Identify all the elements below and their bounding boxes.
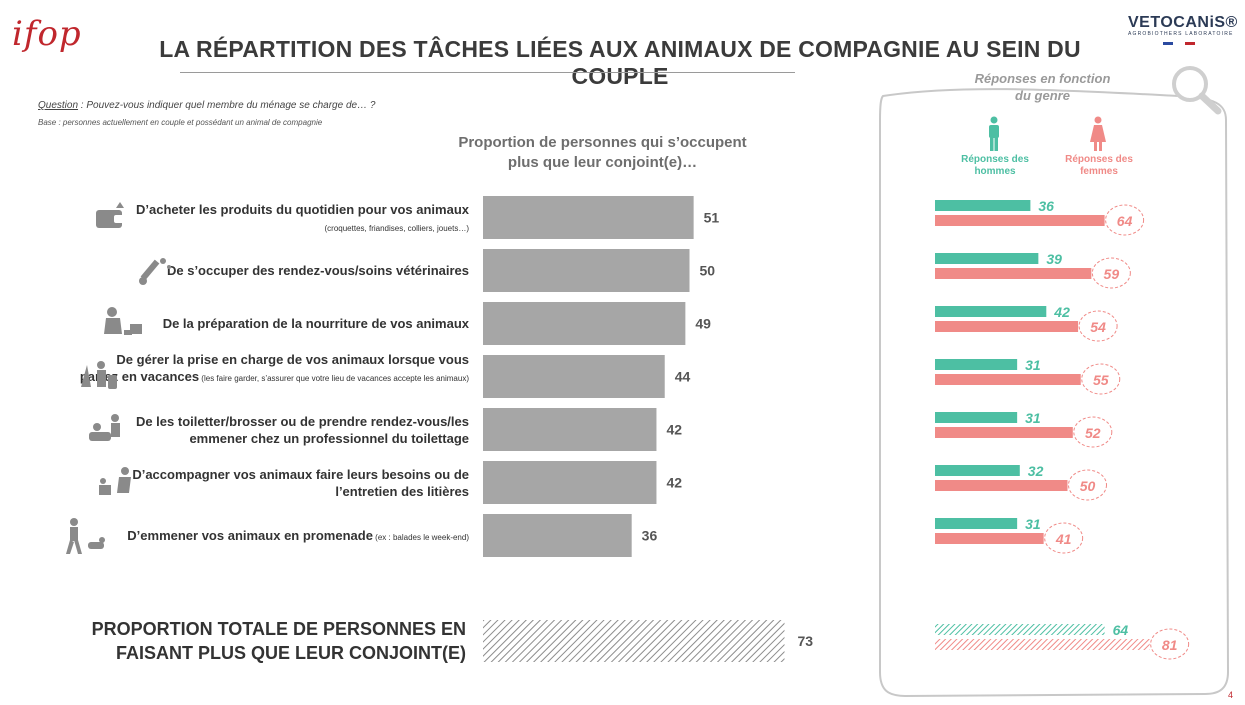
row-label-1: De s’occuper des rendez-vous/soins vétér… xyxy=(167,262,469,279)
women-value-circle-total xyxy=(1151,629,1189,659)
women-value-circle-4 xyxy=(1074,417,1112,447)
women-value-circle-6 xyxy=(1045,523,1083,553)
page-number: 4 xyxy=(1228,690,1233,700)
man-icon xyxy=(986,116,1002,152)
men-value-total: 64 xyxy=(1113,622,1129,638)
bar-value-1: 50 xyxy=(700,263,716,279)
total-label: PROPORTION TOTALE DE PERSONNES EN FAISAN… xyxy=(40,617,466,665)
bar-6 xyxy=(483,514,632,557)
bar-0 xyxy=(483,196,694,239)
bar-3 xyxy=(483,355,665,398)
syringe-paw-icon xyxy=(133,251,177,291)
women-value-2: 54 xyxy=(1090,319,1106,335)
total-bar-value: 73 xyxy=(797,633,813,649)
row-label-6: D’emmener vos animaux en promenade (ex :… xyxy=(127,527,469,546)
bar-4 xyxy=(483,408,656,451)
men-value-0: 36 xyxy=(1038,198,1054,214)
women-bar-3 xyxy=(935,374,1081,385)
women-bar-6 xyxy=(935,533,1044,544)
women-bar-4 xyxy=(935,427,1073,438)
litter-icon xyxy=(95,463,139,503)
women-value-4: 52 xyxy=(1085,425,1101,441)
side-panel-title: Réponses en fonction du genre xyxy=(940,70,1145,104)
bar-5 xyxy=(483,461,656,504)
feeding-dog-icon xyxy=(100,304,144,344)
women-bar-1 xyxy=(935,268,1091,279)
chart-header: Proportion de personnes qui s’occupent p… xyxy=(440,133,765,173)
women-label: Réponses des femmes xyxy=(1054,154,1144,178)
women-value-6: 41 xyxy=(1055,531,1072,547)
women-bar-2 xyxy=(935,321,1078,332)
women-value-0: 64 xyxy=(1117,213,1133,229)
men-bar-3 xyxy=(935,359,1017,370)
bar-value-5: 42 xyxy=(666,475,682,491)
bar-value-4: 42 xyxy=(666,422,682,438)
women-bar-0 xyxy=(935,215,1105,226)
row-label-5: D’accompagner vos animaux faire leurs be… xyxy=(132,466,469,500)
magnifier-icon xyxy=(1174,68,1218,111)
men-value-2: 42 xyxy=(1053,304,1070,320)
women-bar-5 xyxy=(935,480,1068,491)
row-label-0: D’acheter les produits du quotidien pour… xyxy=(136,201,469,237)
vetocanis-logo-subtitle: AGROBIOTHERS LABORATOIRE xyxy=(1128,31,1234,37)
bar-value-3: 44 xyxy=(675,369,691,385)
men-value-1: 39 xyxy=(1046,251,1062,267)
row-label-2: De la préparation de la nourriture de vo… xyxy=(163,315,469,332)
row-label-3: De gérer la prise en charge de vos anima… xyxy=(80,351,469,387)
men-bar-total xyxy=(935,624,1105,635)
women-value-circle-1 xyxy=(1092,258,1130,288)
men-bar-0 xyxy=(935,200,1030,211)
bar-1 xyxy=(483,249,690,292)
title-divider xyxy=(180,72,795,73)
bar-value-0: 51 xyxy=(704,210,720,226)
vacation-icon xyxy=(77,357,121,397)
wallet-icon xyxy=(90,198,134,238)
vetocanis-logo: VETOCANiS® xyxy=(1128,14,1238,32)
flag-red xyxy=(1185,42,1195,45)
walking-dog-icon xyxy=(64,516,108,556)
women-value-3: 55 xyxy=(1093,372,1109,388)
bar-value-6: 36 xyxy=(642,528,658,544)
women-value-total: 81 xyxy=(1162,637,1178,653)
side-panel-frame xyxy=(880,89,1228,696)
men-bar-6 xyxy=(935,518,1017,529)
men-value-4: 31 xyxy=(1025,410,1041,426)
men-bar-5 xyxy=(935,465,1020,476)
question-text: Question : Pouvez-vous indiquer quel mem… xyxy=(38,100,375,111)
men-label: Réponses des hommes xyxy=(950,154,1040,178)
women-value-1: 59 xyxy=(1104,266,1120,282)
men-bar-4 xyxy=(935,412,1017,423)
woman-icon xyxy=(1089,116,1107,152)
men-value-3: 31 xyxy=(1025,357,1041,373)
men-value-6: 31 xyxy=(1025,516,1041,532)
row-label-4: De les toiletter/brosser ou de prendre r… xyxy=(136,413,469,447)
bar-2 xyxy=(483,302,685,345)
women-value-circle-0 xyxy=(1106,205,1144,235)
women-value-circle-3 xyxy=(1082,364,1120,394)
men-bar-1 xyxy=(935,253,1038,264)
women-value-circle-5 xyxy=(1069,470,1107,500)
women-value-circle-2 xyxy=(1079,311,1117,341)
total-bar xyxy=(483,620,784,662)
bar-value-2: 49 xyxy=(695,316,711,332)
base-note: Base : personnes actuellement en couple … xyxy=(38,118,322,127)
flag-blue xyxy=(1163,42,1173,45)
women-value-5: 50 xyxy=(1080,478,1096,494)
women-bar-total xyxy=(935,639,1150,650)
men-value-5: 32 xyxy=(1028,463,1044,479)
men-bar-2 xyxy=(935,306,1046,317)
grooming-icon xyxy=(85,410,129,450)
ifop-logo: ifop xyxy=(12,14,82,54)
